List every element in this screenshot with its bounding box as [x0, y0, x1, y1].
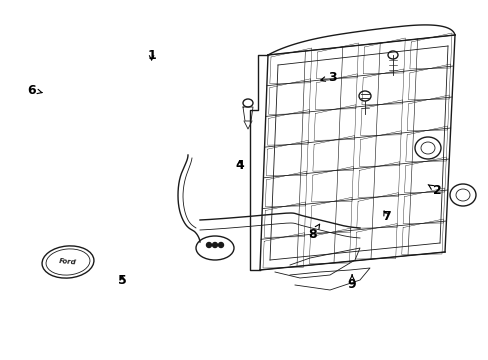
Text: 9: 9	[347, 275, 356, 291]
Text: 8: 8	[308, 224, 319, 240]
Circle shape	[206, 243, 211, 248]
Circle shape	[212, 243, 217, 248]
Circle shape	[218, 243, 223, 248]
Text: 3: 3	[320, 71, 336, 84]
Text: 7: 7	[381, 210, 390, 222]
Text: 2: 2	[427, 184, 441, 197]
Text: 4: 4	[235, 159, 244, 172]
Text: 5: 5	[118, 274, 126, 287]
Text: 6: 6	[27, 84, 42, 96]
Text: 1: 1	[147, 49, 156, 62]
Text: Ford: Ford	[59, 258, 77, 266]
